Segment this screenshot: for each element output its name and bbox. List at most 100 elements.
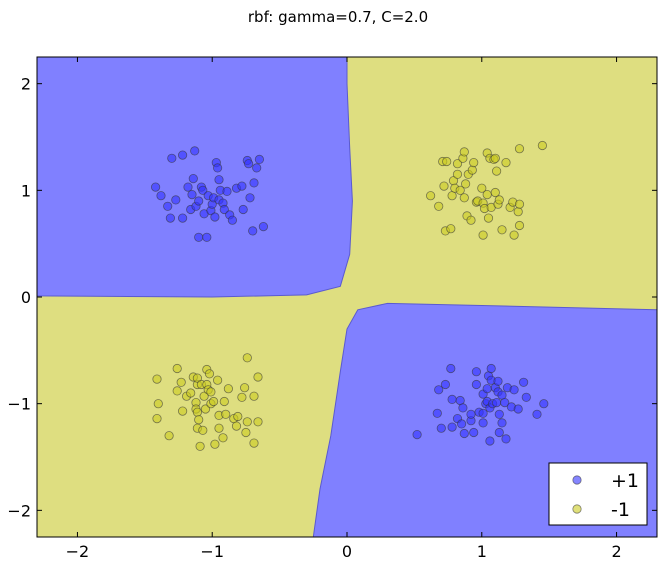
point-minus1: [509, 230, 519, 240]
x-tick-label: 2: [611, 542, 621, 561]
point-minus1: [459, 147, 469, 157]
point-plus1: [513, 404, 523, 414]
point-plus1: [202, 232, 212, 242]
legend-marker: [572, 504, 582, 514]
point-minus1: [178, 406, 188, 416]
point-plus1: [167, 153, 177, 163]
point-minus1: [214, 423, 224, 433]
y-tick-label: 1: [21, 181, 31, 200]
point-minus1: [425, 191, 436, 201]
chart-title: rbf: gamma=0.7, C=2.0: [247, 8, 429, 26]
point-minus1: [206, 387, 216, 397]
point-minus1: [223, 384, 233, 394]
point-plus1: [213, 163, 223, 173]
point-plus1: [447, 394, 457, 404]
point-minus1: [497, 225, 507, 235]
point-plus1: [518, 377, 529, 387]
point-minus1: [152, 374, 162, 384]
point-plus1: [151, 182, 161, 192]
decision-regions: [36, 56, 658, 538]
point-plus1: [244, 159, 254, 169]
point-plus1: [486, 363, 496, 374]
point-plus1: [436, 423, 446, 433]
point-plus1: [500, 397, 510, 408]
point-minus1: [459, 193, 469, 203]
point-minus1: [204, 369, 215, 379]
point-plus1: [532, 409, 542, 419]
point-minus1: [192, 407, 202, 417]
point-plus1: [178, 213, 188, 223]
point-plus1: [482, 384, 492, 394]
point-plus1: [493, 376, 503, 386]
point-minus1: [452, 159, 463, 169]
point-minus1: [176, 377, 186, 387]
point-plus1: [194, 232, 204, 242]
point-minus1: [490, 153, 500, 163]
point-plus1: [459, 428, 469, 439]
point-minus1: [460, 179, 471, 189]
point-minus1: [537, 140, 548, 151]
legend-marker: [572, 475, 582, 485]
point-minus1: [219, 396, 229, 407]
point-minus1: [253, 417, 263, 427]
point-plus1: [469, 427, 479, 438]
point-plus1: [222, 186, 232, 196]
point-plus1: [466, 409, 476, 419]
point-minus1: [210, 439, 220, 449]
point-minus1: [446, 224, 456, 234]
point-minus1: [240, 383, 250, 393]
point-plus1: [478, 408, 488, 418]
point-minus1: [434, 201, 444, 211]
point-plus1: [485, 436, 495, 446]
x-tick-label: 0: [342, 542, 352, 561]
legend-label: +1: [611, 470, 639, 492]
point-plus1: [501, 434, 511, 444]
point-minus1: [249, 391, 259, 401]
point-plus1: [194, 196, 204, 206]
x-tick-label: −2: [66, 542, 90, 561]
point-plus1: [478, 418, 488, 428]
point-minus1: [218, 433, 228, 443]
point-plus1: [521, 392, 531, 402]
point-minus1: [439, 181, 449, 191]
point-plus1: [178, 150, 188, 160]
point-minus1: [514, 144, 525, 154]
point-minus1: [482, 190, 492, 200]
point-plus1: [219, 204, 229, 215]
point-plus1: [187, 190, 197, 200]
point-plus1: [156, 191, 166, 201]
point-plus1: [190, 146, 200, 156]
point-minus1: [514, 220, 525, 231]
point-minus1: [452, 169, 463, 179]
point-minus1: [455, 185, 465, 195]
point-plus1: [171, 195, 181, 205]
point-minus1: [199, 391, 209, 401]
point-minus1: [253, 372, 263, 382]
point-plus1: [252, 163, 262, 173]
point-minus1: [501, 158, 511, 168]
point-minus1: [195, 441, 205, 451]
legend-box: [548, 462, 648, 526]
point-minus1: [153, 399, 163, 409]
point-plus1: [494, 427, 504, 438]
point-plus1: [214, 175, 224, 185]
point-plus1: [458, 403, 468, 413]
point-plus1: [245, 193, 255, 203]
point-minus1: [233, 411, 243, 422]
point-plus1: [248, 226, 258, 236]
point-minus1: [152, 413, 162, 424]
y-tick-label: −2: [7, 501, 31, 520]
y-tick-label: 2: [21, 75, 31, 94]
point-plus1: [440, 379, 450, 390]
point-minus1: [194, 415, 204, 425]
point-minus1: [186, 388, 196, 398]
point-minus1: [469, 158, 479, 168]
point-plus1: [456, 419, 467, 429]
point-plus1: [227, 215, 237, 225]
point-plus1: [183, 182, 193, 192]
axis-ticks: −2 −1 0 1 2 −2 −1 0 1 2: [7, 57, 657, 561]
point-plus1: [497, 418, 507, 428]
point-plus1: [432, 408, 442, 418]
point-plus1: [412, 429, 422, 440]
